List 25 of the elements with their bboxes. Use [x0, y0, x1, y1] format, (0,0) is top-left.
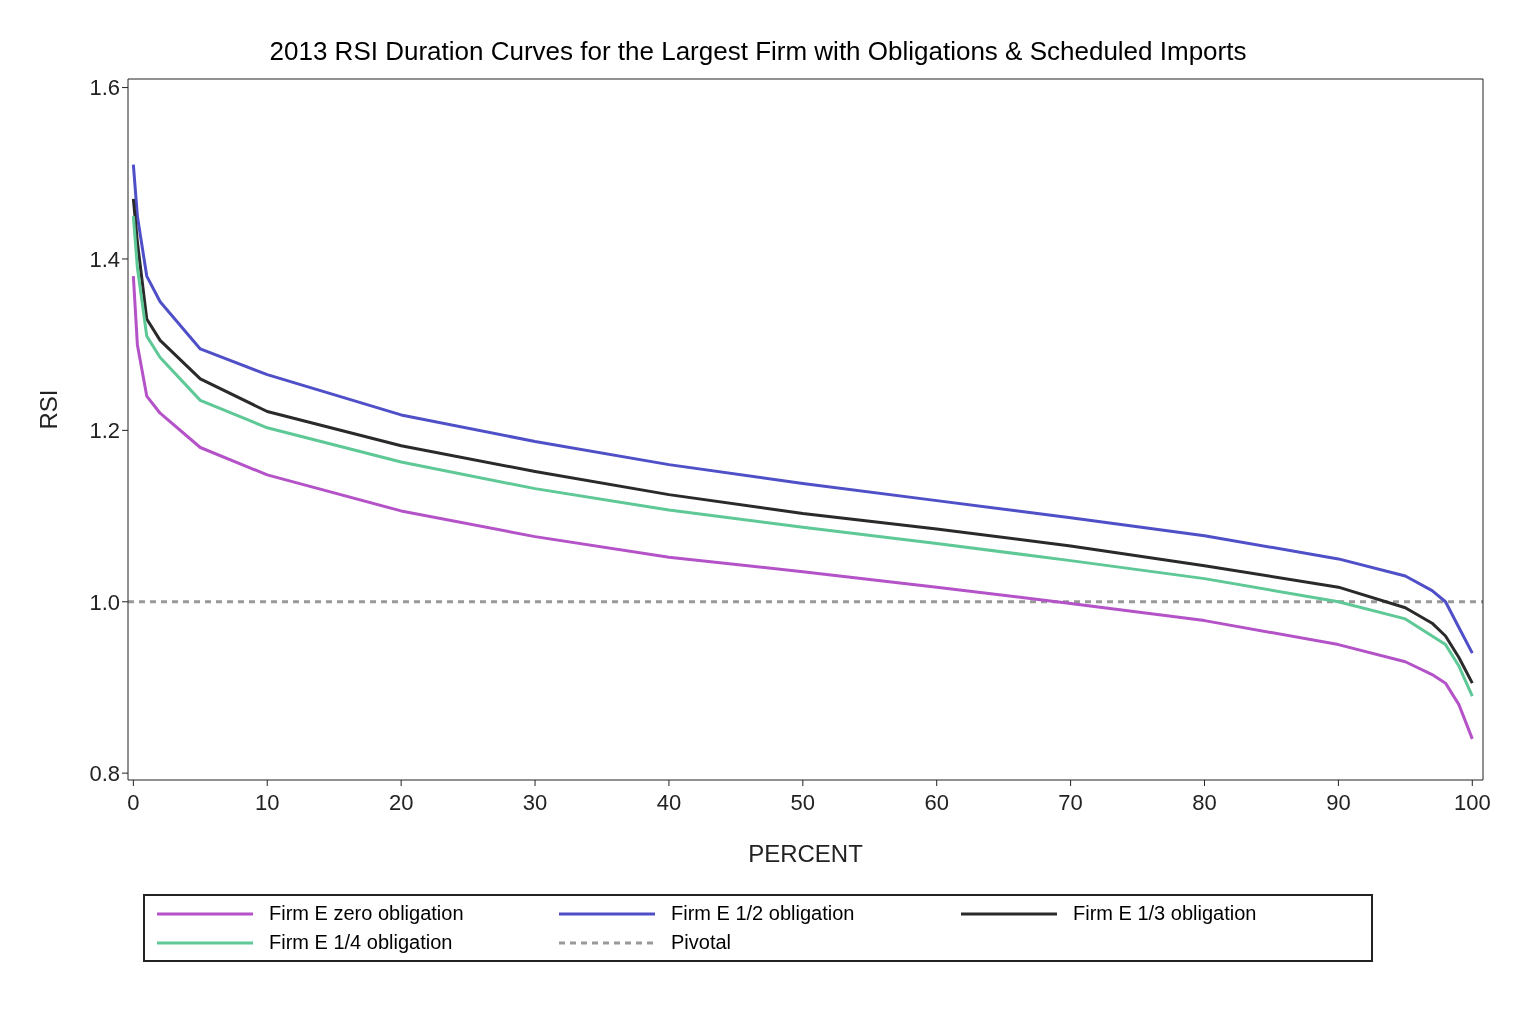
y-tick-label: 1.2: [89, 418, 120, 444]
x-tick-label: 10: [255, 790, 280, 815]
legend-label: Firm E 1/4 obligation: [269, 931, 453, 954]
x-tick-label: 20: [388, 790, 414, 815]
line-series: [131, 274, 1474, 741]
y-tick-label: 1.0: [89, 589, 120, 615]
y-tick-label: 0.8: [89, 760, 120, 786]
legend-label: Firm E zero obligation: [269, 902, 464, 925]
legend-label: Pivotal: [671, 931, 732, 954]
x-tick-label: 60: [924, 790, 949, 815]
x-tick-label: 0: [127, 790, 140, 815]
x-tick-label: 80: [1192, 790, 1217, 815]
x-tick-label: 100: [1453, 790, 1491, 815]
x-tick-label: 50: [790, 790, 816, 815]
y-tick-label: 1.6: [89, 75, 120, 101]
x-tick-label: 90: [1326, 790, 1351, 815]
x-tick-label: 70: [1058, 790, 1083, 815]
y-axis-title: RSI: [34, 389, 62, 430]
x-tick-label: 40: [656, 790, 682, 815]
legend-label: Firm E 1/2 obligation: [671, 902, 855, 925]
legend-label: Firm E 1/3 obligation: [1073, 902, 1257, 925]
x-axis-title: PERCENT: [748, 840, 864, 867]
x-tick-label: 30: [522, 790, 548, 815]
chart-title: 2013 RSI Duration Curves for the Largest Firm with Obligations & Scheduled Imports: [268, 36, 1248, 68]
y-tick-label: 1.4: [89, 246, 120, 272]
